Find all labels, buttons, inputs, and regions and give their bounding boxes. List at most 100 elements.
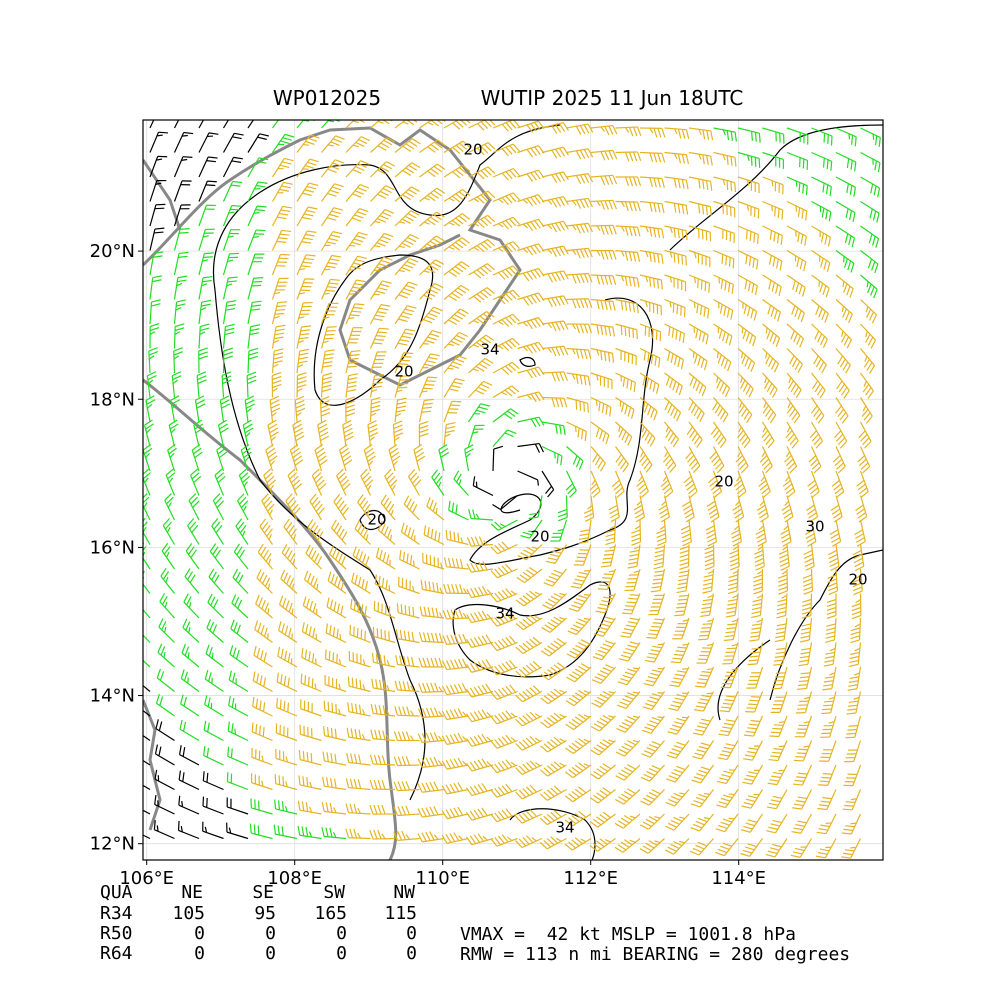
barb-feather bbox=[799, 259, 803, 270]
barb-feather bbox=[804, 236, 807, 246]
barb-feather bbox=[722, 726, 732, 730]
barb-feather bbox=[518, 741, 527, 749]
barb-feather bbox=[434, 657, 439, 668]
wind-barb bbox=[590, 715, 616, 732]
barb-feather bbox=[455, 241, 464, 249]
barb-feather bbox=[424, 383, 435, 386]
barb-feather bbox=[188, 627, 191, 634]
barb-feather bbox=[629, 641, 640, 645]
barb-feather bbox=[317, 451, 326, 459]
barb-feather bbox=[851, 610, 862, 616]
wind-barb bbox=[573, 544, 592, 566]
barb-feather bbox=[757, 570, 763, 575]
barb-feather bbox=[559, 321, 565, 331]
barb-feather bbox=[299, 348, 310, 352]
barb-feather bbox=[632, 201, 637, 212]
barb-feather bbox=[477, 636, 484, 646]
barb-feather bbox=[849, 185, 853, 195]
barb-feather bbox=[612, 275, 617, 286]
barb-staff bbox=[517, 470, 538, 481]
barb-feather bbox=[722, 331, 726, 342]
wind-barb bbox=[737, 176, 760, 194]
barb-feather bbox=[182, 156, 193, 158]
barb-feather bbox=[695, 381, 701, 392]
barb-feather bbox=[579, 273, 585, 284]
barb-feather bbox=[485, 634, 492, 644]
barb-feather bbox=[481, 610, 488, 620]
barb-feather bbox=[380, 523, 386, 533]
barb-feather bbox=[785, 476, 790, 482]
barb-feather bbox=[711, 454, 719, 463]
barb-feather bbox=[312, 525, 319, 534]
barb-feather bbox=[319, 459, 328, 466]
barb-feather bbox=[543, 582, 553, 587]
barb-feather bbox=[597, 588, 608, 591]
barb-feather bbox=[355, 166, 365, 171]
barb-feather bbox=[575, 274, 581, 284]
wind-barb bbox=[403, 495, 420, 521]
barb-feather bbox=[731, 643, 738, 647]
barb-feather bbox=[630, 409, 635, 419]
wind-barb bbox=[320, 302, 339, 325]
wind-barb bbox=[148, 346, 159, 374]
barb-feather bbox=[485, 659, 492, 668]
wind-barb bbox=[345, 279, 366, 300]
barb-feather bbox=[364, 581, 369, 591]
barb-feather bbox=[776, 623, 787, 627]
barb-feather bbox=[640, 451, 644, 458]
barb-feather bbox=[280, 569, 286, 579]
wind-barb bbox=[345, 303, 365, 325]
barb-feather bbox=[402, 681, 407, 691]
barb-feather bbox=[193, 419, 203, 426]
barb-feather bbox=[583, 298, 589, 308]
barb-feather bbox=[735, 483, 744, 491]
barb-feather bbox=[850, 651, 860, 656]
barb-feather bbox=[771, 360, 777, 370]
barb-feather bbox=[155, 182, 162, 185]
barb-feather bbox=[824, 700, 834, 703]
wind-barb bbox=[371, 652, 396, 668]
barb-feather bbox=[348, 373, 358, 377]
wind-barb bbox=[664, 323, 685, 343]
barb-feather bbox=[426, 682, 431, 693]
barb-feather bbox=[321, 384, 332, 389]
barb-feather bbox=[469, 687, 477, 697]
wind-barb bbox=[593, 616, 616, 637]
barb-feather bbox=[692, 755, 702, 760]
barb-feather bbox=[326, 329, 336, 332]
wind-barb bbox=[231, 594, 249, 619]
barb-feather bbox=[551, 198, 558, 208]
barb-feather bbox=[651, 625, 661, 628]
wind-barb bbox=[541, 345, 569, 357]
barb-feather bbox=[800, 631, 811, 635]
wind-barb bbox=[339, 443, 353, 472]
barb-feather bbox=[778, 286, 782, 296]
barb-feather bbox=[480, 121, 489, 129]
barb-feather bbox=[857, 512, 866, 519]
wind-barb bbox=[418, 657, 445, 668]
wind-barb bbox=[664, 249, 687, 266]
barb-feather bbox=[388, 585, 391, 591]
barb-feather bbox=[287, 496, 295, 505]
barb-feather bbox=[699, 674, 710, 677]
barb-feather bbox=[230, 184, 241, 187]
barb-feather bbox=[551, 347, 557, 357]
barb-feather bbox=[279, 699, 282, 710]
barb-feather bbox=[336, 525, 343, 535]
wind-barb bbox=[222, 276, 238, 300]
barb-feather bbox=[724, 634, 735, 638]
barb-feather bbox=[785, 430, 793, 439]
wind-barb bbox=[664, 421, 679, 448]
barb-feather bbox=[674, 697, 684, 701]
barb-feather bbox=[522, 531, 533, 536]
barb-feather bbox=[815, 358, 822, 368]
barb-feather bbox=[615, 751, 625, 757]
barb-feather bbox=[758, 133, 761, 143]
barb-feather bbox=[736, 476, 741, 482]
barb-feather bbox=[709, 181, 713, 191]
wind-barb bbox=[811, 127, 833, 146]
wind-barb bbox=[590, 298, 616, 311]
barb-feather bbox=[512, 289, 520, 298]
wind-barb bbox=[713, 151, 737, 167]
barb-feather bbox=[707, 504, 717, 511]
